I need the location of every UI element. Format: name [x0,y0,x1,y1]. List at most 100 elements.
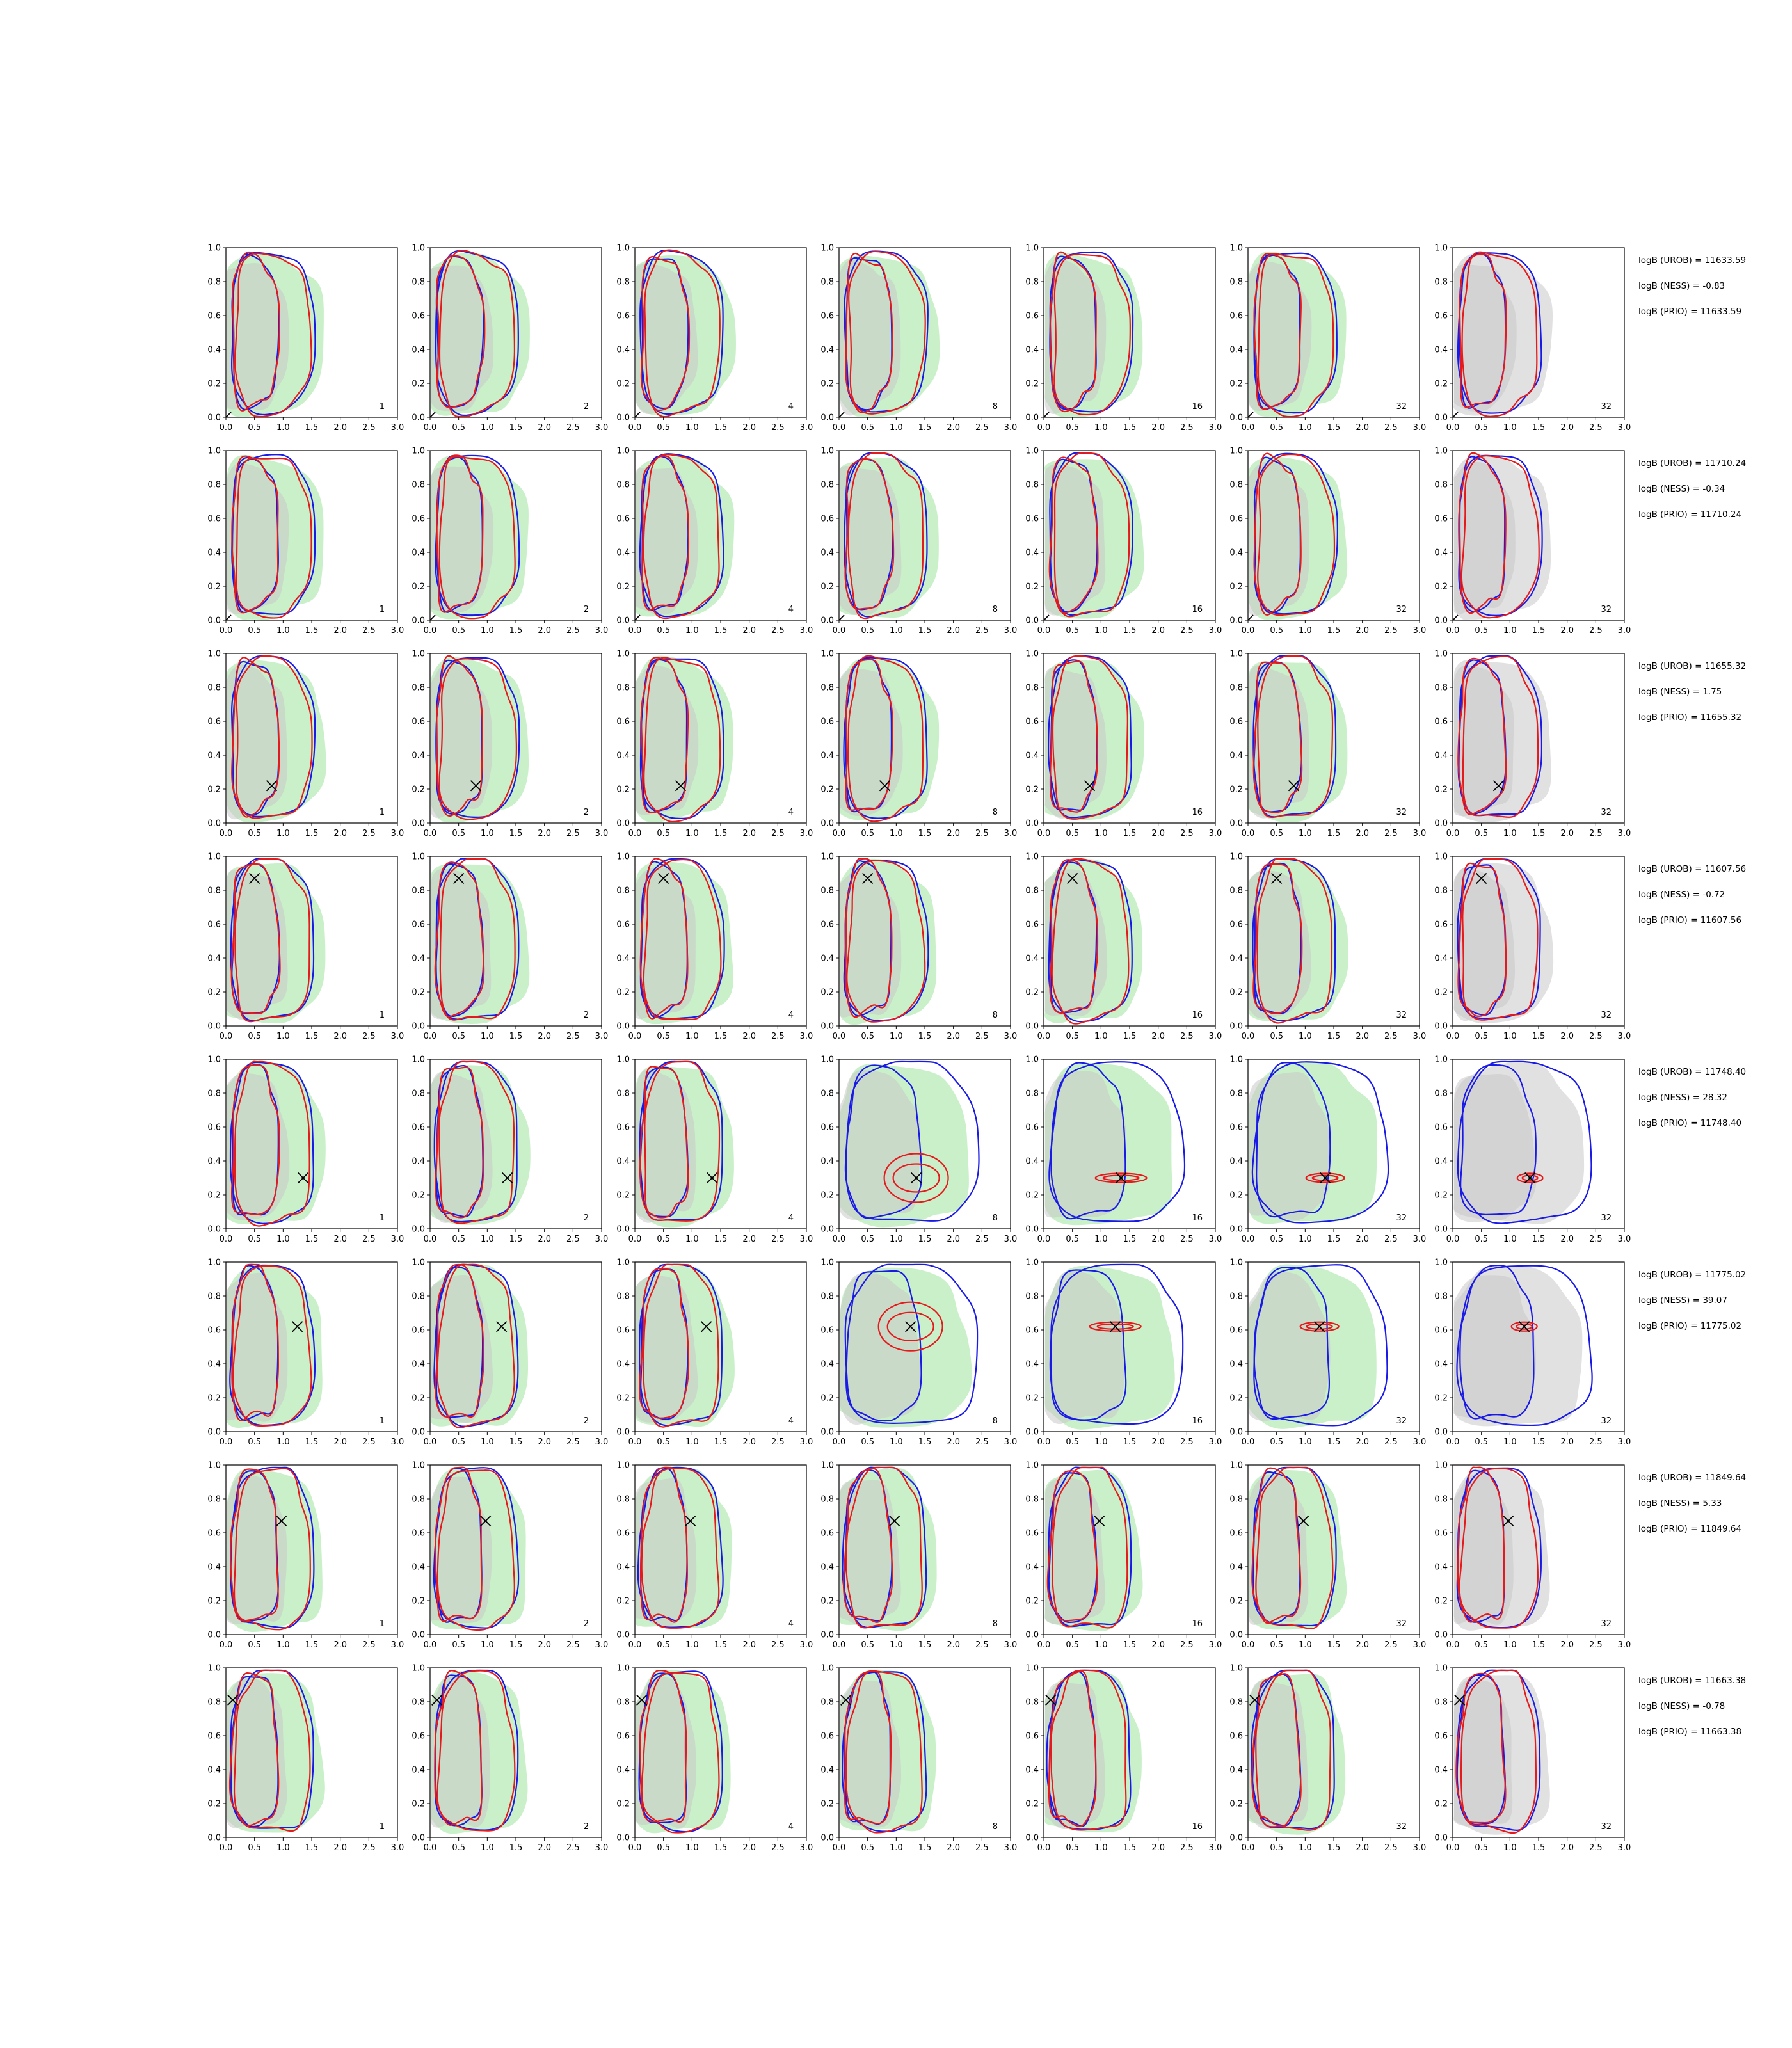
red-contour-inner [436,454,484,613]
logb-annotation: logB (PRIO) = 11849.64 [1638,1524,1741,1534]
y-tick-label: 0.4 [412,1563,425,1572]
true-value-marker [1524,1172,1536,1184]
y-tick-label: 0.0 [616,413,630,423]
x-tick-label: 3.0 [1004,1640,1018,1650]
subplot: 0.0 0.5 1.0 1.5 2.0 2.5 3.0 0.0 0.2 0.4 0.6 0.8 1.0 8 [820,1258,1017,1448]
y-tick-label: 0.0 [1229,1428,1243,1437]
x-tick-label: 3.0 [1413,1843,1427,1853]
red-contour-inner [230,863,281,1014]
y-tick-label: 1.0 [1025,1461,1039,1471]
y-tick-label: 1.0 [207,1664,221,1674]
red-contour-outer [439,858,516,1021]
y-tick-label: 0.2 [207,988,221,998]
x-tick-label: 2.5 [1384,829,1398,838]
panel-label: 32 [1601,808,1612,817]
y-tick-label: 0.0 [820,1022,834,1032]
subplot: 0.0 0.5 1.0 1.5 2.0 2.5 3.0 0.0 0.2 0.4 0.6 0.8 1.0 8 [820,244,1017,433]
x-tick-label: 2.0 [333,1032,347,1041]
y-tick-label: 0.8 [820,684,834,693]
red-contour-inner [641,455,690,611]
x-tick-label: 2.5 [566,423,580,433]
subplot: 0.0 0.5 1.0 1.5 2.0 2.5 3.0 0.0 0.2 0.4 0.6 0.8 1.0 3… [1229,447,1426,636]
x-tick-label: 3.0 [391,1437,404,1447]
logb-annotation: logB (PRIO) = 11775.02 [1638,1321,1741,1331]
x-tick-label: 0.5 [1270,626,1283,636]
x-tick-label: 1.0 [1299,423,1312,433]
red-contour-inner [434,861,485,1018]
density-fill-inner [1249,870,1312,1019]
y-tick-label: 1.0 [412,1055,425,1065]
y-tick-label: 1.0 [412,1461,425,1471]
true-value-marker [636,1694,648,1706]
y-tick-label: 0.8 [207,684,221,693]
x-tick-label: 1.0 [890,1032,903,1041]
panel-label: 32 [1396,402,1407,412]
x-tick-label: 0.5 [1270,1437,1283,1447]
x-tick-label: 1.5 [1327,423,1341,433]
x-tick-label: 1.5 [1123,626,1137,636]
y-tick-label: 0.2 [412,1394,425,1404]
x-tick-label: 0.5 [1066,1437,1079,1447]
red-contour-outer [641,1468,720,1629]
logb-annotation: logB (UROB) = 11775.02 [1638,1270,1746,1280]
x-tick-label: 2.5 [1180,1640,1194,1650]
red-contour-outer [1255,1466,1334,1630]
y-tick-label: 0.8 [1229,481,1243,490]
y-tick-label: 0.6 [616,1732,630,1741]
x-tick-label: 2.0 [333,829,347,838]
red-contour-outer [1050,1669,1127,1831]
y-tick-label: 1.0 [616,244,630,253]
x-tick-label: 0.5 [1475,626,1488,636]
x-tick-label: 1.0 [685,1235,699,1244]
y-tick-label: 0.0 [616,1225,630,1235]
x-tick-label: 3.0 [1004,1843,1018,1853]
density-fill-inner [1044,1478,1106,1625]
y-tick-label: 0.6 [207,1732,221,1741]
y-tick-label: 0.0 [1025,616,1039,626]
y-tick-label: 1.0 [820,1664,834,1674]
true-value-marker [905,1321,916,1332]
y-tick-label: 0.6 [412,1123,425,1133]
density-fill-inner [227,1272,288,1422]
red-contour-inner [640,255,691,412]
x-tick-label: 0.5 [657,1437,670,1447]
true-value-marker [226,412,232,417]
true-value-marker [249,872,260,884]
red-contour-inner [1252,661,1303,813]
y-tick-label: 0.4 [820,954,834,964]
y-tick-label: 0.4 [412,346,425,355]
x-tick-label: 1.0 [481,423,494,433]
true-value-marker [226,614,232,620]
y-tick-label: 1.0 [412,852,425,862]
panel-label: 32 [1601,1416,1612,1426]
red-contour-outer [1459,1468,1539,1629]
x-tick-label: 2.5 [1589,1235,1603,1244]
x-tick-label: 3.0 [1413,829,1427,838]
red-contour-inner [842,1468,893,1623]
y-tick-label: 0.8 [1229,684,1243,693]
red-contour-outer [1256,858,1333,1024]
y-tick-label: 0.4 [207,1563,221,1572]
x-tick-label: 0.5 [861,423,874,433]
y-tick-label: 0.8 [207,1698,221,1708]
blue-contour-inner [845,1270,922,1422]
y-tick-label: 0.8 [207,1292,221,1302]
y-tick-label: 0.8 [616,886,630,896]
subplot: 0.0 0.5 1.0 1.5 2.0 2.5 3.0 0.0 0.2 0.4 0.6 0.8 1.0 4 [616,852,813,1042]
y-tick-label: 0.0 [1025,1834,1039,1843]
x-tick-label: 3.0 [1209,1640,1222,1650]
y-tick-label: 0.4 [1434,954,1448,964]
x-tick-label: 3.0 [391,423,404,433]
logb-annotation: logB (NESS) = -0.72 [1638,890,1725,900]
x-tick-label: 1.5 [1327,1640,1341,1650]
y-tick-label: 0.8 [412,1698,425,1708]
red-contour-outer [234,858,310,1023]
y-tick-label: 0.4 [1229,548,1243,558]
y-tick-label: 0.4 [412,1766,425,1775]
x-tick-label: 1.0 [685,1032,699,1041]
x-tick-label: 3.0 [391,829,404,838]
x-tick-label: 2.5 [362,1437,376,1447]
density-fill-inner [840,867,902,1018]
panel-label: 1 [380,605,385,614]
subplot: 0.0 0.5 1.0 1.5 2.0 2.5 3.0 0.0 0.2 0.4 0.6 0.8 1.0 1 [207,1664,404,1853]
